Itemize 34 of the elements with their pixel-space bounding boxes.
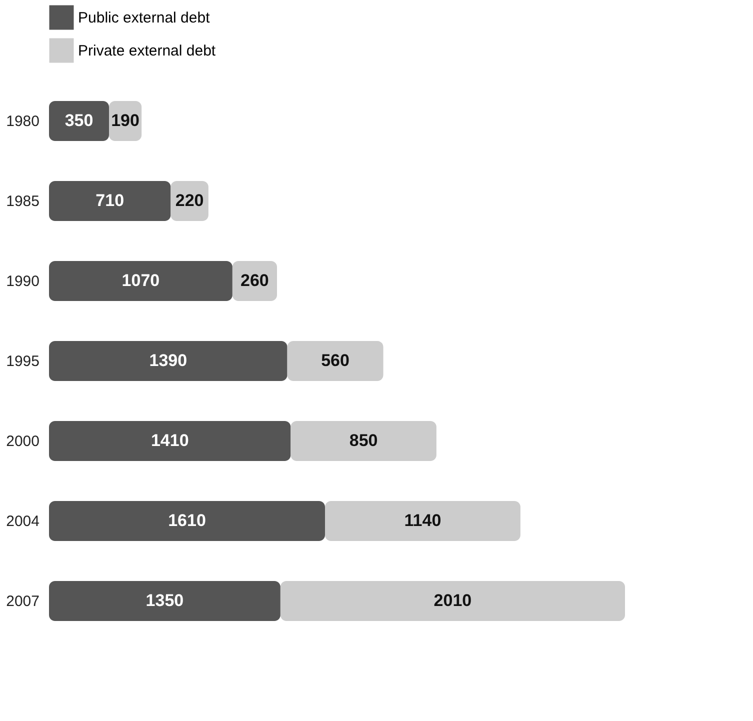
data-label: 260 (240, 271, 269, 290)
bar (325, 501, 520, 541)
bar (49, 101, 109, 141)
legend-label: Public external debt (78, 10, 211, 26)
data-label: 560 (321, 351, 350, 370)
bar (49, 181, 171, 221)
bar (280, 581, 625, 621)
data-label: 220 (175, 191, 204, 210)
bar (49, 581, 280, 621)
y-tick-label: 2007 (6, 593, 40, 610)
bar (287, 341, 384, 381)
data-label: 1410 (150, 431, 189, 450)
data-label: 1610 (168, 511, 206, 530)
data-label: 710 (96, 191, 124, 210)
y-tick-label: 2000 (6, 433, 40, 450)
data-label: 2010 (434, 591, 472, 610)
data-label: 850 (349, 431, 378, 450)
bar (49, 421, 291, 461)
y-tick-label: 1985 (6, 193, 40, 210)
data-label: 190 (111, 111, 140, 130)
y-tick-label: 2004 (6, 513, 40, 530)
bar (290, 421, 436, 461)
bar (49, 261, 232, 301)
legend-label: Private external debt (78, 42, 216, 60)
y-tick-label: 1995 (6, 353, 40, 370)
y-tick-label: 1980 (6, 113, 40, 130)
data-label: 1350 (146, 591, 184, 610)
bar (49, 501, 325, 541)
y-tick-label: 1990 (6, 273, 40, 290)
data-label: 1140 (404, 511, 442, 530)
data-label: 1070 (122, 271, 160, 290)
bar (49, 341, 288, 381)
data-label: 1390 (149, 351, 188, 370)
data-label: 350 (64, 111, 94, 130)
